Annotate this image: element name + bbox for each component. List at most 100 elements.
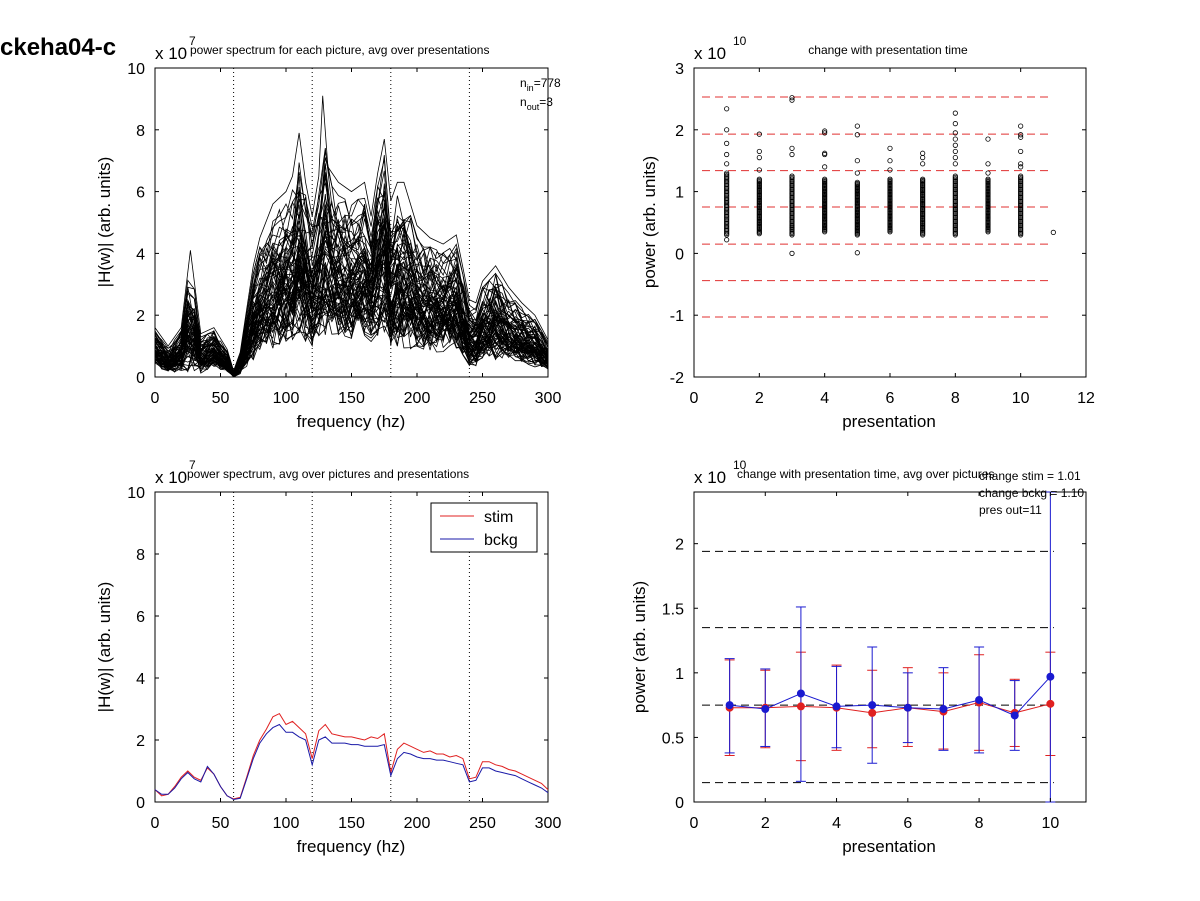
scatter-point <box>952 161 958 167</box>
scatter-point <box>822 164 828 170</box>
scatter-point <box>822 176 828 182</box>
x-tick-label: 150 <box>338 815 365 832</box>
y-tick-label: 2 <box>136 308 145 325</box>
scatter-point <box>1018 148 1024 155</box>
annotation-n-in: nin=778 <box>520 76 561 93</box>
scatter-point <box>724 237 730 243</box>
x-tick-label: 10 <box>1041 815 1059 832</box>
chart-title: change with presentation time <box>808 43 968 57</box>
scatter-point <box>1018 134 1024 140</box>
y-axis-label: |H(w)| (arb. units) <box>95 157 114 288</box>
y-exponent-power: 10 <box>733 458 747 472</box>
x-tick-label: 200 <box>404 390 431 407</box>
plot-area <box>693 491 1087 803</box>
scatter-point <box>789 173 795 179</box>
y-tick-label: 2 <box>675 537 684 554</box>
scatter-point <box>724 127 730 133</box>
scatter-point <box>756 155 762 161</box>
scatter-point <box>952 148 958 155</box>
scatter-point <box>952 130 958 136</box>
scatter-point <box>756 176 762 182</box>
scatter-point <box>920 176 926 182</box>
x-tick-label: 2 <box>755 390 764 407</box>
spectrum-line <box>154 162 549 375</box>
x-tick-label: 100 <box>273 390 300 407</box>
x-tick-label: 250 <box>469 815 496 832</box>
x-tick-label: 0 <box>151 390 160 407</box>
scatter-point <box>822 130 828 136</box>
data-point-bckg <box>832 702 841 711</box>
y-exponent-power: 7 <box>189 34 196 48</box>
y-tick-label: -2 <box>670 370 684 387</box>
spectrum-line <box>154 266 549 377</box>
y-axis-label: |H(w)| (arb. units) <box>95 582 114 713</box>
scatter-point <box>985 161 991 167</box>
legend: stim bckg <box>430 502 538 553</box>
x-axis-label: frequency (hz) <box>297 837 406 856</box>
axes: 0 2 4 6 8 10 0 0.5 1 1.5 2 <box>662 492 1086 832</box>
scatter-point <box>756 131 762 137</box>
data-point-bckg <box>1010 711 1019 720</box>
chart-title: power spectrum for each picture, avg ove… <box>190 43 489 57</box>
x-tick-label: 12 <box>1077 390 1095 407</box>
scatter-point <box>887 167 893 173</box>
y-exponent-power: 10 <box>733 34 747 48</box>
scatter-point <box>952 155 958 161</box>
scatter-point <box>854 158 860 164</box>
annotation-change-bckg: change bckg = 1.10 <box>979 486 1084 500</box>
x-tick-label: 4 <box>820 390 829 407</box>
y-exponent: x 10 <box>694 468 726 487</box>
chart-title: change with presentation time, avg over … <box>737 467 994 481</box>
chart-title: power spectrum, avg over pictures and pr… <box>187 467 469 481</box>
y-tick-label: 1 <box>675 185 684 202</box>
panel-spectrum-average: 0 50 100 150 200 250 300 0 2 4 6 8 10 power spectrum… <box>95 458 561 856</box>
x-tick-label: 2 <box>761 815 770 832</box>
spectrum-line <box>154 285 549 377</box>
scatter-point <box>1018 161 1024 167</box>
y-tick-label: 0.5 <box>662 730 684 747</box>
spectrum-line <box>154 225 549 376</box>
series-line-bckg <box>154 723 549 801</box>
axes: 0 50 100 150 200 250 300 0 2 4 6 8 10 <box>127 61 561 407</box>
y-tick-label: 2 <box>136 733 145 750</box>
y-tick-label: 4 <box>136 671 145 688</box>
y-tick-label: 0 <box>136 370 145 387</box>
scatter-point <box>789 97 795 103</box>
scatter-point <box>789 151 795 158</box>
y-axis-label: power (arb. units) <box>630 581 649 713</box>
x-axis-label: presentation <box>842 837 936 856</box>
spectrum-lines <box>154 68 549 378</box>
x-tick-label: 200 <box>404 815 431 832</box>
axes: 0 50 100 150 200 250 300 0 2 4 6 8 10 <box>127 485 561 832</box>
spectrum-line <box>154 147 549 375</box>
y-tick-label: 0 <box>136 795 145 812</box>
spectrum-line-peak <box>154 95 549 373</box>
scatter-point <box>1018 173 1024 179</box>
y-tick-label: 6 <box>136 185 145 202</box>
scatter-point <box>724 106 730 112</box>
scatter-point <box>724 170 730 176</box>
scatter-point <box>920 150 926 156</box>
scatter-point <box>985 176 991 182</box>
data-point-stim <box>868 708 877 717</box>
x-tick-label: 150 <box>338 390 365 407</box>
y-tick-label: 0 <box>675 795 684 812</box>
scatter-point <box>789 250 795 256</box>
spectrum-line <box>154 164 549 375</box>
figure-id: ckeha04-c <box>0 34 116 61</box>
data-point-bckg <box>975 695 984 704</box>
data-point-bckg <box>725 701 734 710</box>
y-exponent: x 10 <box>155 44 187 63</box>
scatter-point <box>952 142 958 148</box>
panel-change-average: 0 2 4 6 8 10 0 0.5 1 1.5 2 change with presentatio… <box>630 458 1087 856</box>
y-tick-label: 4 <box>136 246 145 263</box>
x-tick-label: 250 <box>469 390 496 407</box>
legend-label-bckg: bckg <box>484 532 518 549</box>
y-axis-label: power (arb. units) <box>640 156 659 288</box>
x-tick-label: 50 <box>212 815 230 832</box>
x-tick-label: 0 <box>151 815 160 832</box>
y-tick-label: 1 <box>675 666 684 683</box>
